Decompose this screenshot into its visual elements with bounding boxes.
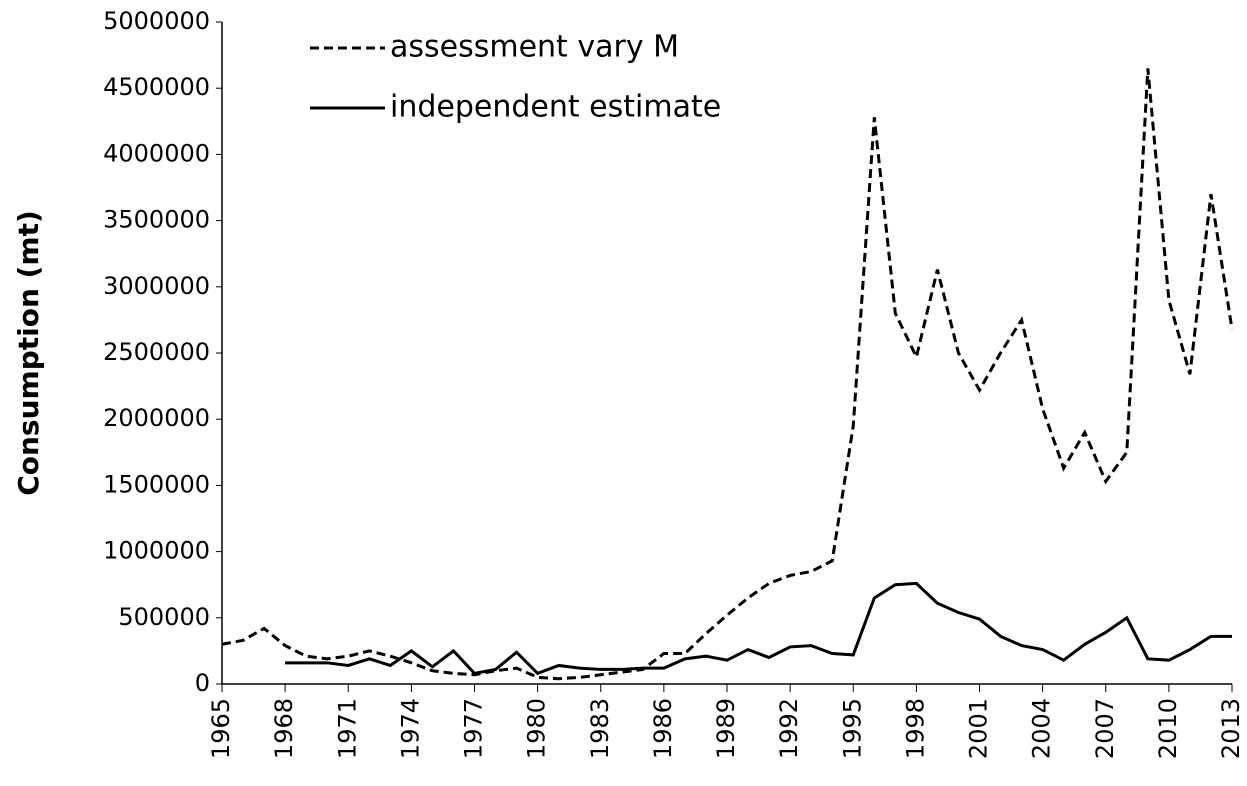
x-tick-label: 1986 xyxy=(649,698,677,759)
y-tick-label: 3000000 xyxy=(103,272,210,300)
x-tick-label: 2010 xyxy=(1154,698,1182,759)
x-tick-label: 1995 xyxy=(838,698,866,759)
x-tick-label: 1977 xyxy=(460,698,488,759)
y-tick-label: 1500000 xyxy=(103,470,210,498)
y-axis-label: Consumption (mt) xyxy=(12,210,45,496)
x-tick-label: 1980 xyxy=(523,698,551,759)
x-tick-label: 1971 xyxy=(333,698,361,759)
x-tick-label: 2004 xyxy=(1028,698,1056,759)
y-tick-label: 2500000 xyxy=(103,338,210,366)
x-tick-label: 1965 xyxy=(207,698,235,759)
x-tick-label: 2013 xyxy=(1217,698,1245,759)
x-tick-label: 1989 xyxy=(712,698,740,759)
x-tick-label: 1974 xyxy=(396,698,424,759)
y-tick-label: 1000000 xyxy=(103,537,210,565)
legend-label: independent estimate xyxy=(390,90,721,125)
y-tick-label: 4000000 xyxy=(103,139,210,167)
y-tick-label: 4500000 xyxy=(103,73,210,101)
y-tick-label: 2000000 xyxy=(103,404,210,432)
x-tick-label: 1992 xyxy=(775,698,803,759)
series-line xyxy=(221,68,1234,681)
x-tick-label: 1983 xyxy=(586,698,614,759)
x-tick-label: 2001 xyxy=(965,698,993,759)
x-tick-label: 1998 xyxy=(901,698,929,759)
y-tick-label: 5000000 xyxy=(103,7,210,35)
x-tick-label: 2007 xyxy=(1091,698,1119,759)
y-tick-label: 0 xyxy=(195,669,210,697)
series-line xyxy=(285,581,1232,676)
legend-label: assessment vary M xyxy=(390,30,679,65)
y-tick-label: 3500000 xyxy=(103,206,210,234)
x-tick-label: 1968 xyxy=(270,698,298,759)
y-tick-label: 500000 xyxy=(118,603,210,631)
